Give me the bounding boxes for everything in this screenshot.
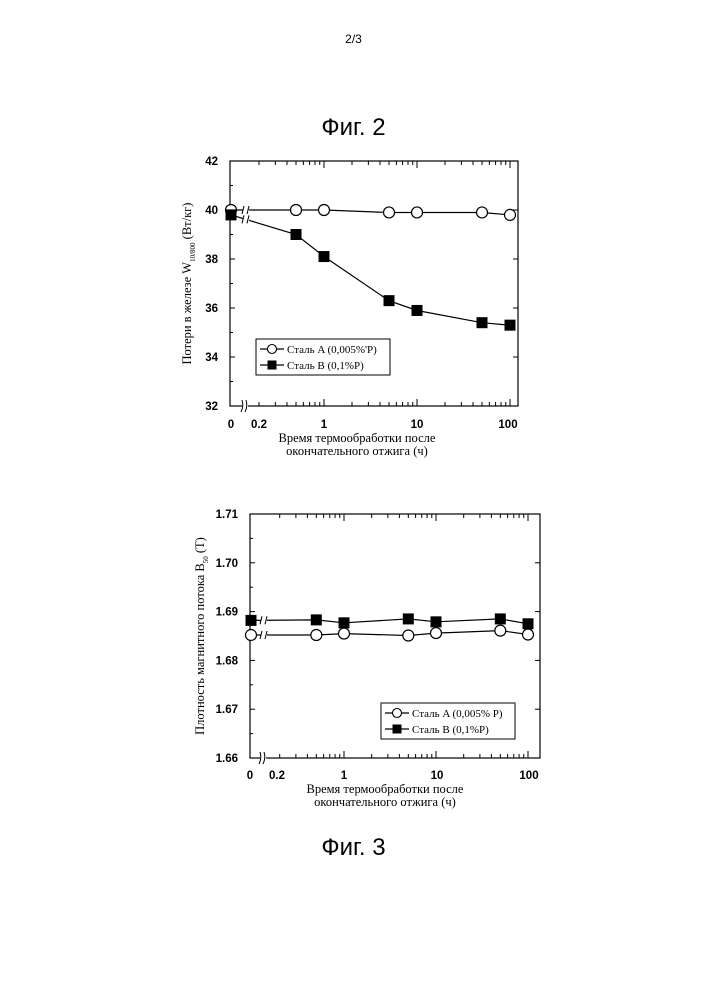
data-point-circle <box>339 628 350 639</box>
data-point-circle <box>495 625 506 636</box>
x-tick-label: 0 <box>247 770 253 782</box>
series-line-1 <box>251 631 528 636</box>
x-tick-label: 0.2 <box>269 770 285 782</box>
legend-marker-square <box>393 725 402 734</box>
data-point-square <box>339 617 350 628</box>
data-point-circle <box>403 630 414 641</box>
data-point-circle <box>431 628 442 639</box>
x-tick-label: 10 <box>431 770 444 782</box>
y-tick-label: 1.71 <box>216 509 239 521</box>
legend-label: Сталь A (0,005% P) <box>412 708 503 720</box>
data-point-square <box>495 613 506 624</box>
y-axis-label: Плотность магнитного потока B50 (Т) <box>193 537 210 735</box>
legend-marker-circle <box>393 709 402 718</box>
series-line-2 <box>251 619 528 624</box>
y-tick-label: 1.67 <box>216 704 238 716</box>
data-point-square <box>246 615 257 626</box>
y-tick-label: 1.66 <box>216 753 238 765</box>
data-point-square <box>403 613 414 624</box>
x-tick-label: 100 <box>519 770 538 782</box>
data-point-square <box>431 616 442 627</box>
x-axis-label: Время термообработки после <box>307 782 464 796</box>
y-tick-label: 1.70 <box>216 558 238 570</box>
legend-label: Сталь B (0,1%P) <box>412 724 489 736</box>
data-point-circle <box>523 629 534 640</box>
x-tick-label: 1 <box>341 770 348 782</box>
y-tick-label: 1.68 <box>216 655 239 667</box>
data-point-square <box>523 618 534 629</box>
data-point-square <box>311 614 322 625</box>
data-point-circle <box>246 630 257 641</box>
x-axis-label: окончательного отжига (ч) <box>314 795 456 809</box>
data-point-circle <box>311 630 322 641</box>
y-tick-label: 1.69 <box>216 607 238 619</box>
